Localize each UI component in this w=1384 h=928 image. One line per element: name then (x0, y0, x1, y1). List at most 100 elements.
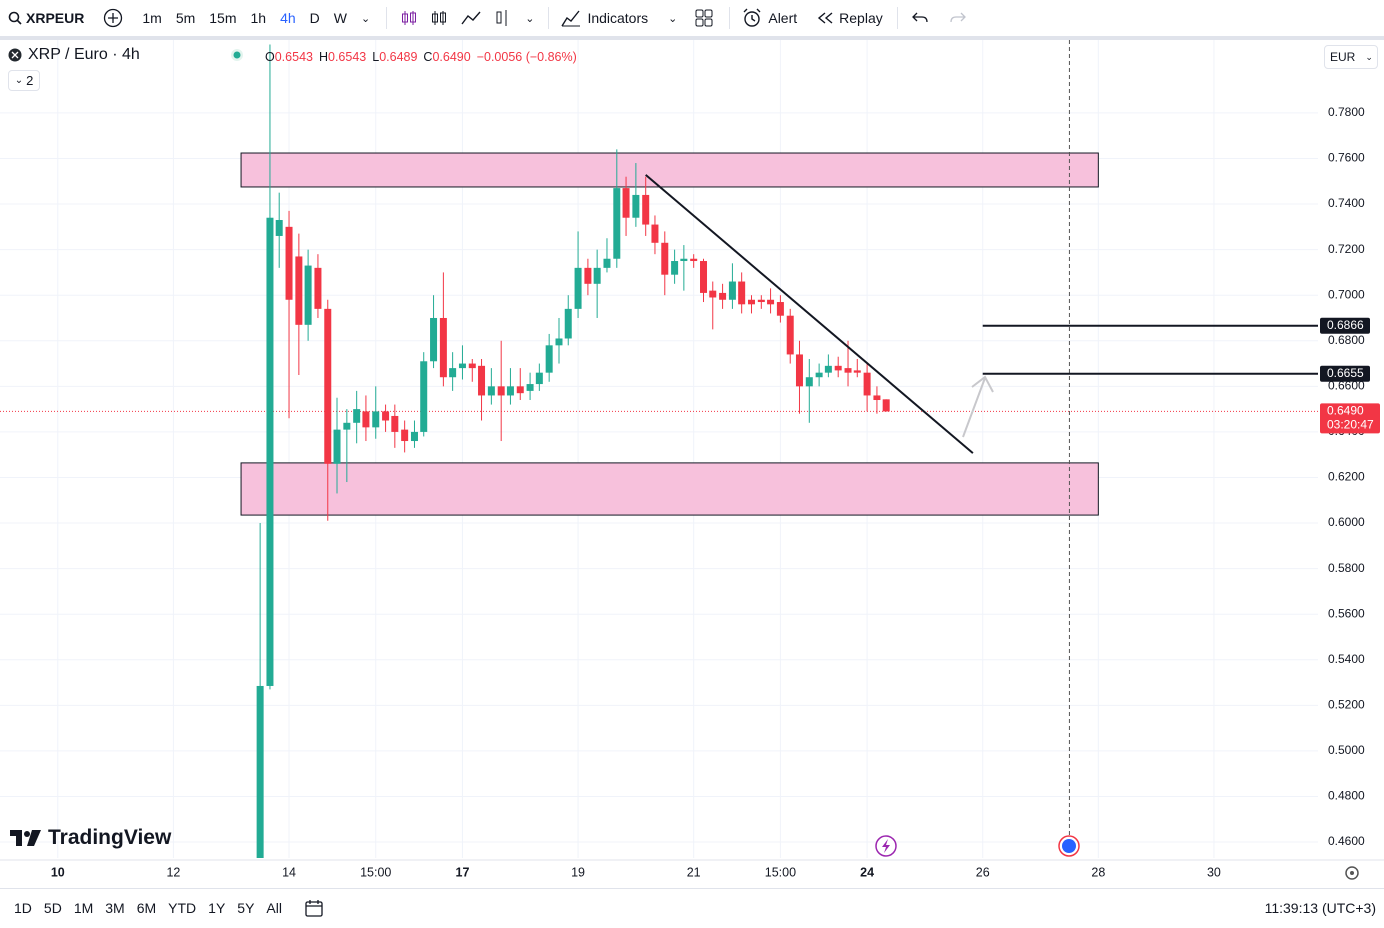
currency-select[interactable]: EUR ⌄ (1324, 45, 1378, 69)
range[interactable]: All (266, 900, 282, 916)
candle-body (314, 267, 322, 309)
indicators-label[interactable]: Indicators (587, 10, 649, 26)
candle-body (526, 384, 534, 391)
candle-body (266, 217, 274, 686)
interval[interactable]: D (309, 10, 320, 26)
zone (240, 152, 1099, 188)
y-tick-label: 0.7600 (1328, 151, 1365, 165)
range[interactable]: 3M (105, 900, 125, 916)
layouts-icon[interactable] (695, 9, 713, 27)
ohlc-key: C (423, 50, 433, 64)
level-label: 0.6866 (1327, 318, 1364, 332)
candle-body (738, 281, 746, 305)
status-dot (230, 49, 243, 61)
candle-body (497, 386, 505, 396)
interval[interactable]: W (333, 10, 347, 26)
settings-icon[interactable] (1345, 866, 1359, 880)
ohlc-key: O (265, 50, 275, 64)
price-axis: 10 12 14 15:00 17 19 21 15:00 24 26 28 30 0.4600 0.48… (51, 40, 1384, 879)
candle-body (815, 372, 823, 378)
alert-button[interactable]: Alert (742, 8, 797, 28)
range[interactable]: 1Y (208, 900, 226, 916)
candle-body (468, 363, 476, 369)
branding: TradingView (10, 826, 171, 850)
indicator-toggle[interactable]: ⌄ 2 (8, 70, 40, 91)
symbol[interactable]: XRPEUR (26, 10, 85, 26)
x-tick-label: 28 (1091, 865, 1105, 879)
plot-area (0, 40, 1318, 858)
cursor-icon[interactable] (1058, 835, 1080, 857)
interval-menu[interactable]: ⌄ (361, 12, 371, 25)
ohlc-item: C0.6490 (423, 50, 470, 64)
interval[interactable]: 1h (250, 10, 267, 26)
y-tick-label: 0.5600 (1328, 606, 1365, 620)
candle-body (333, 429, 341, 464)
range[interactable]: 5D (43, 900, 62, 916)
line-icon (461, 11, 481, 25)
candle-body (506, 386, 514, 396)
toolbar: XRPEUR 1m 5m 15m 1h 4h D W ⌄ ⌄ Indicators ⌄ Al… (0, 0, 1384, 40)
symbol-search[interactable]: XRPEUR (8, 10, 84, 26)
add-symbol[interactable] (103, 8, 123, 28)
candle-body (642, 194, 650, 225)
x-tick-label: 30 (1207, 865, 1221, 879)
x-tick-label: 24 (860, 865, 874, 879)
currency-label[interactable]: EUR (1330, 50, 1356, 64)
candle-body (805, 377, 813, 387)
y-tick-label: 0.7000 (1328, 287, 1365, 301)
bottom-bar: 1D 5D 1M 3M 6M YTD 1Y 5Y All 11:39:13 (UTC+3) (0, 888, 1384, 927)
replay-button[interactable]: Replay (817, 10, 883, 26)
alert-label[interactable]: Alert (768, 10, 798, 26)
candle-body (372, 411, 380, 428)
range[interactable]: 6M (136, 900, 157, 916)
last-price-label: 0.6490 (1327, 404, 1364, 418)
symbol-logo (8, 48, 22, 62)
range[interactable]: YTD (168, 900, 197, 916)
y-tick-label: 0.7400 (1328, 196, 1365, 210)
candle-body (680, 258, 688, 262)
indicators-button[interactable]: Indicators ⌄ (561, 9, 677, 27)
ohlc-key: H (318, 50, 328, 64)
countdown: 03:20:47 (1327, 418, 1374, 432)
candle-body (613, 188, 621, 259)
y-tick-label: 0.6600 (1328, 379, 1365, 393)
intervals: 1m 5m 15m 1h 4h D W (142, 10, 347, 26)
candle-body (324, 308, 332, 464)
candle-body (834, 365, 842, 371)
redo[interactable] (950, 11, 966, 25)
range[interactable]: 1D (14, 900, 32, 916)
event-icon[interactable] (875, 835, 897, 857)
range[interactable]: 1M (73, 900, 94, 916)
range[interactable]: 5Y (237, 900, 255, 916)
candle-body (487, 386, 495, 396)
candle-body (700, 261, 708, 293)
chart-styles[interactable]: ⌄ (401, 9, 534, 27)
y-tick-label: 0.5800 (1328, 561, 1365, 575)
replay-label[interactable]: Replay (839, 10, 883, 26)
level-label-bg (1320, 317, 1370, 334)
candle-body (632, 194, 640, 218)
interval[interactable]: 5m (175, 10, 196, 26)
candle-body (256, 685, 264, 858)
indicators-menu[interactable]: ⌄ (668, 12, 678, 25)
indicators-icon (561, 10, 581, 27)
date-range-icon[interactable] (304, 898, 324, 918)
interval[interactable]: 15m (209, 10, 237, 26)
interval[interactable]: 4h (280, 10, 296, 26)
ohlc-value: 0.6543 (274, 50, 313, 64)
undo[interactable] (911, 11, 928, 25)
level-label-bg (1320, 365, 1370, 382)
candle-body (343, 422, 351, 430)
indicator-count: 2 (26, 73, 34, 88)
interval[interactable]: 1m (142, 10, 162, 26)
y-tick-label: 0.5400 (1328, 652, 1365, 666)
candle-body (853, 370, 861, 373)
candle-body (362, 411, 370, 428)
y-tick-label: 0.7200 (1328, 242, 1365, 256)
separator (386, 7, 388, 29)
candle-body (795, 354, 803, 387)
styles-menu[interactable]: ⌄ (525, 12, 535, 25)
candle-body (574, 267, 582, 309)
candle-body (719, 292, 727, 300)
